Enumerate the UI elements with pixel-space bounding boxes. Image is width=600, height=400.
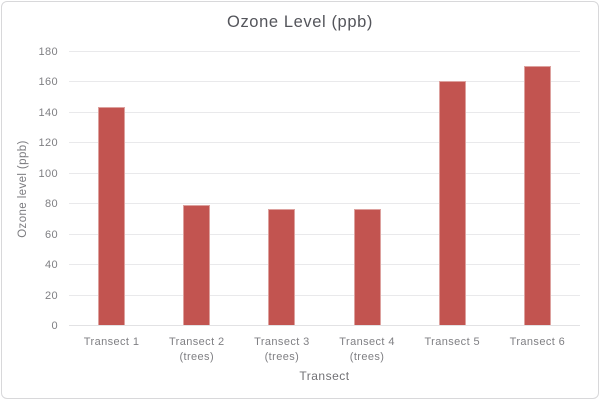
x-tick-label-2: Transect 2 (trees): [168, 336, 225, 363]
gridline-60: [69, 233, 580, 235]
gridline-160: [69, 81, 580, 83]
y-tick-label-100: 100: [38, 167, 58, 180]
x-tick-label-5: Transect 5: [424, 336, 481, 348]
y-tick-label-20: 20: [44, 289, 58, 302]
gridline-120: [69, 142, 580, 144]
x-tick-label-3: Transect 3 (trees): [254, 336, 310, 363]
plot-area: [69, 51, 580, 326]
gridline-20: [69, 294, 580, 296]
chart-title: Ozone Level (ppb): [227, 13, 373, 31]
bar-5: [438, 81, 466, 325]
y-tick-label-0: 0: [51, 320, 58, 332]
y-tick-label-160: 160: [38, 76, 58, 89]
y-tick-label-40: 40: [44, 259, 58, 272]
y-tick-label-80: 80: [44, 198, 58, 211]
gridline-140: [69, 111, 580, 113]
bar-1: [98, 107, 126, 325]
gridline-0: [69, 325, 580, 326]
bar-2: [183, 204, 211, 325]
x-axis-labels: Transect 1 Transect 2 (trees) Transect 3 (…: [69, 335, 580, 369]
gridline-80: [69, 203, 580, 205]
x-tick-label-1: Transect 1: [83, 336, 140, 348]
x-axis-title: Transect: [299, 369, 350, 383]
y-tick-label-120: 120: [38, 137, 58, 150]
y-axis-title: Ozone level (ppb): [17, 140, 29, 238]
x-tick-label-6: Transect 6: [509, 336, 566, 348]
y-tick-label-180: 180: [38, 46, 58, 58]
y-tick-label-140: 140: [38, 106, 58, 119]
y-tick-label-60: 60: [44, 228, 58, 241]
x-tick-label-4: Transect 4 (trees): [339, 336, 395, 363]
bar-3: [268, 209, 296, 325]
gridline-40: [69, 264, 580, 266]
gridline-180: [69, 51, 580, 52]
gridline-100: [69, 172, 580, 174]
bar-6: [523, 66, 551, 325]
bar-4: [353, 209, 381, 325]
